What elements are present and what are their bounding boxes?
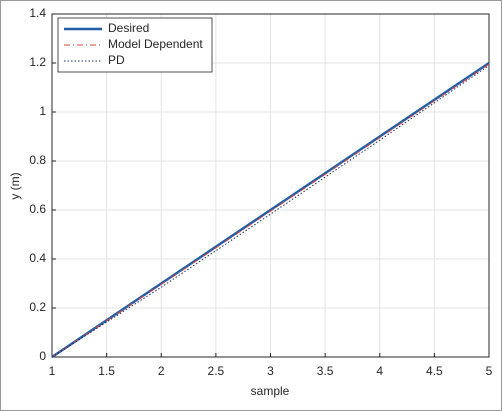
y-tick-label: 0.4 [29, 251, 46, 265]
legend-label: Model Dependent [108, 37, 203, 51]
x-tick-label: 4 [376, 364, 383, 378]
legend-box [57, 17, 213, 73]
legend-label: PD [108, 53, 125, 67]
x-tick-label: 5 [486, 364, 493, 378]
y-tick-label: 1.4 [29, 6, 46, 20]
y-tick-label: 0.2 [29, 300, 46, 314]
x-tick-label: 3.5 [317, 364, 334, 378]
y-tick-label: 1 [39, 104, 46, 118]
y-axis-label: y (m) [8, 172, 22, 199]
x-tick-label: 2.5 [208, 364, 225, 378]
x-tick-label: 4.5 [426, 364, 443, 378]
y-tick-label: 0.6 [29, 202, 46, 216]
axes-box [51, 13, 490, 358]
series-line [51, 61, 490, 359]
x-axis-label: sample [251, 384, 290, 398]
y-tick-label: 1.2 [29, 55, 46, 69]
y-tick-label: 0.8 [29, 153, 46, 167]
x-tick-label: 1 [49, 364, 56, 378]
x-tick-label: 1.5 [98, 364, 115, 378]
legend-label: Desired [108, 21, 149, 35]
y-tick-label: 0 [39, 349, 46, 363]
series-line [51, 63, 490, 358]
x-tick-label: 3 [267, 364, 274, 378]
x-tick-label: 2 [158, 364, 165, 378]
